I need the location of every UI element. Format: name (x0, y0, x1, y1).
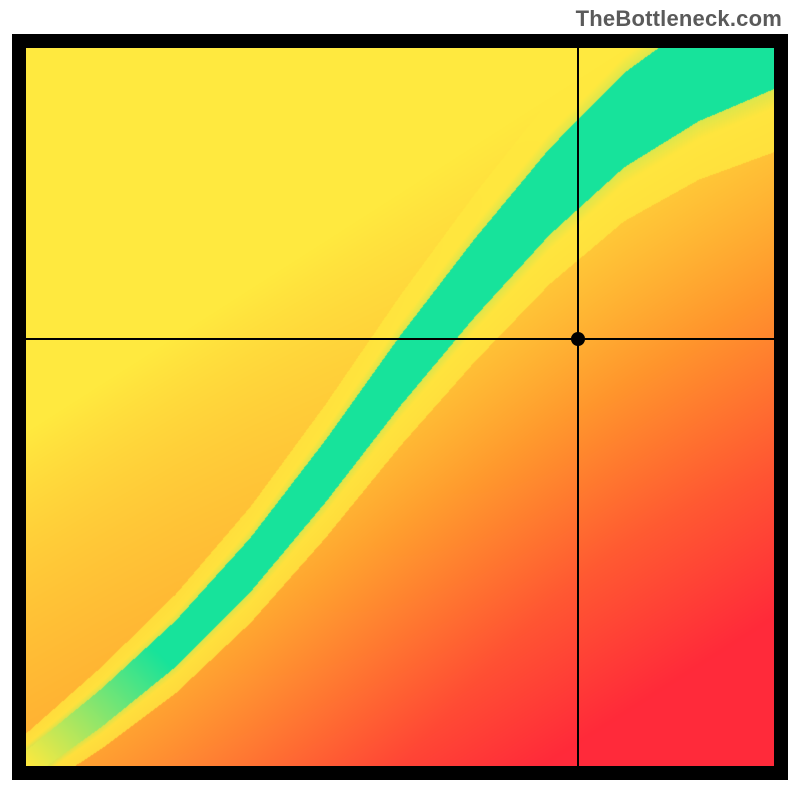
plot-frame-left (12, 34, 26, 780)
plot-frame-bottom (12, 766, 788, 780)
heatmap-canvas (26, 48, 774, 766)
chart-container: TheBottleneck.com (0, 0, 800, 800)
crosshair-marker (571, 332, 585, 346)
plot-frame-right (774, 34, 788, 780)
plot-frame-top (12, 34, 788, 48)
crosshair-horizontal (26, 338, 774, 340)
watermark-text: TheBottleneck.com (576, 6, 782, 32)
crosshair-vertical (577, 48, 579, 766)
